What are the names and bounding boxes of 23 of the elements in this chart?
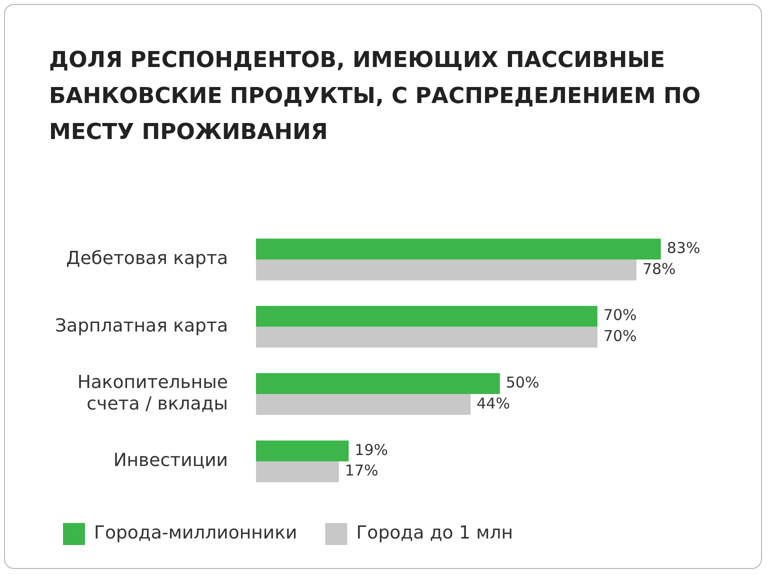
- bar: [256, 326, 598, 348]
- bar: [256, 306, 598, 327]
- legend-label: Города-миллионники: [94, 522, 298, 544]
- bar: [256, 373, 500, 394]
- data-label: 50%: [506, 374, 540, 392]
- data-label: 78%: [642, 260, 676, 278]
- bar: [256, 238, 661, 260]
- chart-title: ДОЛЯ РЕСПОНДЕНТОВ, ИМЕЮЩИХ ПАССИВНЫЕ БАНКОВСКИЕ ПРОДУКТЫ, С РАСПРЕДЕЛЕНИЕМ ПО МЕСТУ ПРОЖИВАНИЯ: [49, 47, 702, 147]
- data-label: 44%: [476, 394, 510, 412]
- bar: [256, 440, 349, 462]
- bar: [256, 461, 339, 482]
- data-label: 83%: [666, 238, 700, 257]
- bar: [256, 394, 471, 415]
- data-label: 70%: [603, 306, 637, 324]
- data-label: 19%: [354, 440, 388, 459]
- bar: [256, 259, 636, 280]
- y-tick-label: Инвестиции: [113, 450, 228, 472]
- y-tick-label: Зарплатная карта: [54, 315, 228, 336]
- data-label: 17%: [344, 462, 378, 480]
- legend-label: Города до 1 млн: [356, 522, 514, 544]
- data-label: 70%: [603, 327, 637, 346]
- y-tick-label: Дебетовая карта: [66, 248, 228, 270]
- y-tick-label: Накопительные счета / вклады: [77, 372, 228, 415]
